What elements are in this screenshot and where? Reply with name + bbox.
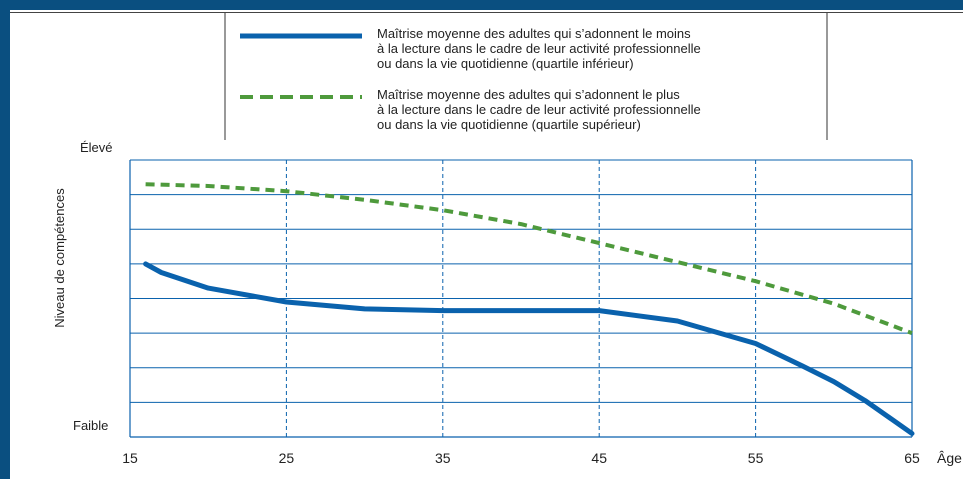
legend-upper-line-3: ou dans la vie quotidienne (quartile sup… [377, 117, 641, 132]
x-tick-label: 65 [904, 450, 920, 466]
legend-lower-line-2: à la lecture dans le cadre de leur activ… [377, 41, 701, 56]
axes [129, 159, 913, 438]
x-tick-label: 25 [279, 450, 295, 466]
x-tick-labels: 15 25 35 45 55 65 [122, 450, 920, 466]
x-tick-label: 55 [748, 450, 764, 466]
x-axis-label: Âge [937, 450, 962, 466]
legend: Maîtrise moyenne des adultes qui s’adonn… [224, 13, 828, 140]
y-axis-label: Niveau de compétences [52, 188, 67, 328]
legend-label-upper-quartile: Maîtrise moyenne des adultes qui s’adonn… [377, 87, 704, 132]
horizontal-gridlines [130, 194, 912, 403]
series-line-upper-quartile [145, 182, 913, 335]
y-low-label: Faible [73, 418, 108, 433]
x-tick-label: 15 [122, 450, 138, 466]
x-tick-label: 35 [435, 450, 451, 466]
x-tick-label: 45 [591, 450, 607, 466]
top-border-bar [0, 0, 963, 10]
y-high-label: Élevé [80, 140, 113, 155]
legend-label-lower-quartile: Maîtrise moyenne des adultes qui s’adonn… [377, 26, 704, 71]
legend-upper-line-2: à la lecture dans le cadre de leur activ… [377, 102, 701, 117]
left-border-bar [0, 0, 10, 479]
top-divider-line [10, 12, 963, 13]
series-line-lower-quartile [143, 261, 915, 436]
legend-lower-line-3: ou dans la vie quotidienne (quartile inf… [377, 56, 634, 71]
series-lines [143, 182, 915, 436]
legend-lower-line-1: Maîtrise moyenne des adultes qui s’adonn… [377, 26, 691, 41]
legend-upper-line-1: Maîtrise moyenne des adultes qui s’adonn… [377, 87, 680, 102]
